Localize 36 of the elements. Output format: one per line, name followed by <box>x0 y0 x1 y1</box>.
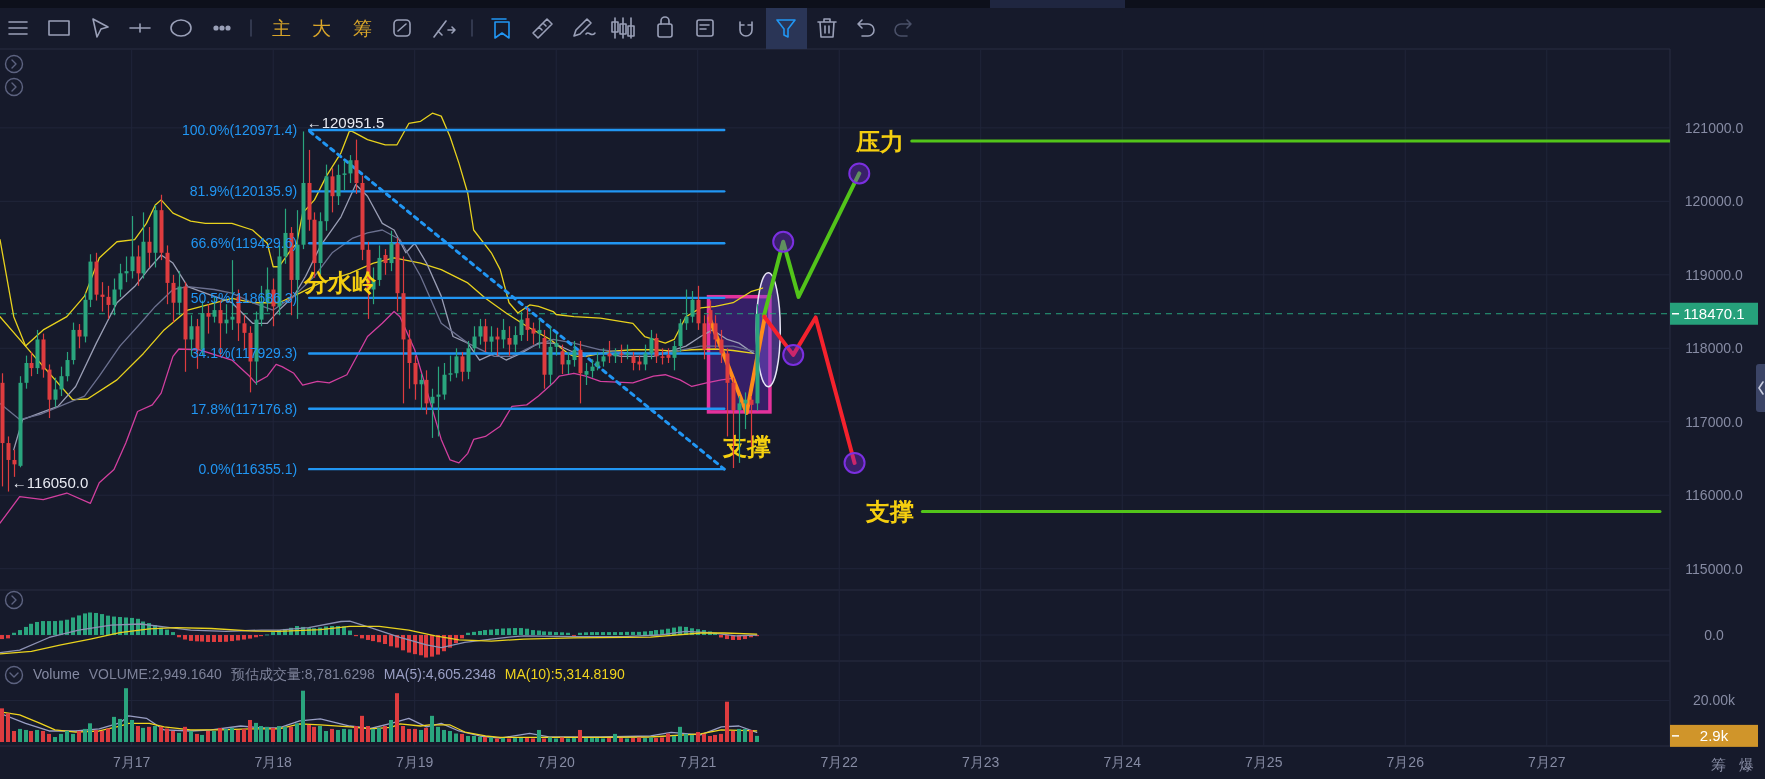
x-tick-label: 7月23 <box>962 754 1000 770</box>
y-tick-label: 118000.0 <box>1685 340 1743 357</box>
series-label: 100.0%(120971.4) <box>181 121 298 138</box>
series-label: 81.9%(120135.9) <box>189 183 298 200</box>
text: 筹 <box>352 17 372 39</box>
y-tick-label: 116000.0 <box>1685 487 1743 504</box>
x-tick-label: 7月21 <box>679 754 717 770</box>
x-tick-label: 7月24 <box>1103 754 1142 770</box>
x-tick-label: 7月19 <box>396 754 434 770</box>
text: 爆 <box>1738 755 1754 773</box>
ref-line-label: 0.0 <box>1704 627 1724 644</box>
y-tick-label: 120000.0 <box>1684 193 1744 210</box>
x-tick-label: 7月22 <box>820 754 859 770</box>
x-tick-label: 7月18 <box>254 754 293 770</box>
series-label: 17.8%(117176.8) <box>190 400 298 417</box>
annotation: ←120951.5 <box>306 113 385 131</box>
legend: Volume VOLUME:2,949.1640 预估成交量:8,781.6298 MA(5):4,605.2348 MA(10):5,314.8190 <box>33 666 625 682</box>
x-tick-label: 7月20 <box>537 754 576 770</box>
text: 筹 <box>1710 755 1726 773</box>
y-tick-label: 115000.0 <box>1685 560 1743 577</box>
x-tick-label: 7月27 <box>1528 754 1566 770</box>
annotation: ←116050.0 <box>11 474 89 492</box>
text: 大 <box>311 17 331 39</box>
ref-line-label: 118470.1 <box>1683 305 1745 323</box>
series-label: 0.0%(116355.1) <box>198 461 298 478</box>
y-tick-label: 119000.0 <box>1685 266 1743 283</box>
y-tick-label: 117000.0 <box>1685 413 1743 430</box>
annotation: 支撑 <box>865 497 915 525</box>
y-tick-label: 121000.0 <box>1684 119 1744 136</box>
x-tick-label: 7月25 <box>1245 754 1283 770</box>
y-tick-label: 2.9k <box>1699 727 1729 745</box>
text: 主 <box>271 17 291 39</box>
x-tick-label: 7月17 <box>113 754 151 770</box>
x-tick-label: 7月26 <box>1386 754 1425 770</box>
y-tick-label: 20.00k <box>1692 692 1737 709</box>
annotation: 压力 <box>854 127 904 155</box>
